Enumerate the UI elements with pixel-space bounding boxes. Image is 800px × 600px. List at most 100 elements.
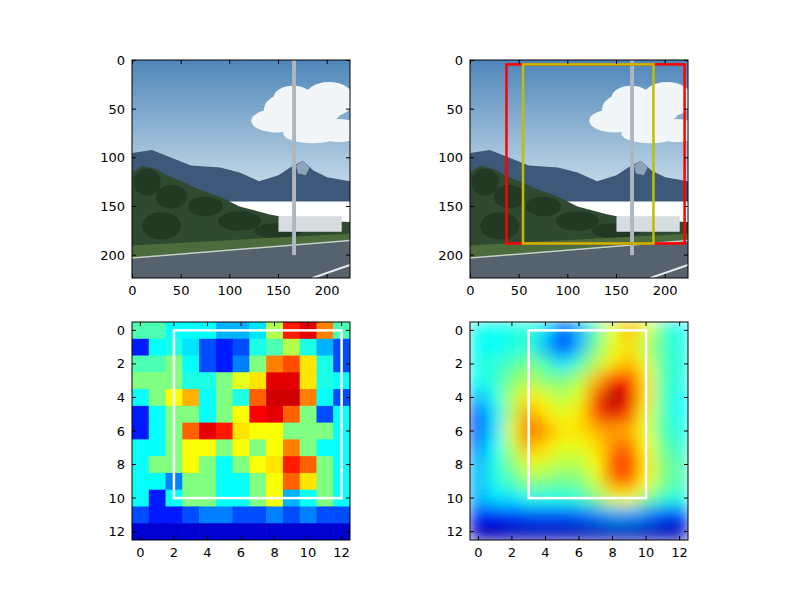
tree-cluster bbox=[188, 197, 223, 216]
heatmap-cell bbox=[216, 473, 233, 490]
x-tick-label: 6 bbox=[237, 545, 245, 560]
y-tick-label: 10 bbox=[108, 491, 125, 506]
heatmap-cell bbox=[504, 473, 521, 490]
heatmap-cell bbox=[249, 423, 266, 440]
heatmap-cell bbox=[182, 372, 199, 389]
heatmap-cell bbox=[182, 439, 199, 456]
heatmap-cell bbox=[671, 356, 688, 373]
x-tick bbox=[567, 60, 568, 64]
heatmap-cell bbox=[487, 423, 504, 440]
heatmap-cell bbox=[604, 523, 621, 540]
heatmap-cell bbox=[266, 456, 283, 473]
x-tick-label: 50 bbox=[173, 283, 190, 298]
heatmap-cell bbox=[266, 473, 283, 490]
x-tick-label: 0 bbox=[474, 545, 482, 560]
heatmap-cell bbox=[149, 439, 166, 456]
x-tick bbox=[274, 322, 275, 326]
x-tick-label: 0 bbox=[466, 283, 474, 298]
y-tick bbox=[132, 498, 136, 499]
heatmap-cell bbox=[249, 523, 266, 540]
buildings bbox=[616, 216, 679, 232]
y-tick bbox=[132, 397, 136, 398]
heatmap-cell bbox=[333, 523, 350, 540]
heatmap-cell bbox=[149, 389, 166, 406]
x-tick bbox=[616, 60, 617, 64]
y-tick-label: 6 bbox=[117, 424, 125, 439]
x-tick bbox=[327, 60, 328, 64]
heatmap-cell bbox=[520, 506, 537, 523]
heatmap-cell bbox=[132, 473, 149, 490]
heatmap-cell bbox=[604, 506, 621, 523]
heatmap-cell bbox=[216, 456, 233, 473]
heatmap-cell bbox=[621, 423, 638, 440]
y-tick bbox=[346, 531, 350, 532]
heatmap-cell bbox=[249, 372, 266, 389]
heatmap-cell bbox=[587, 372, 604, 389]
axes: 050100150200050100150200 bbox=[100, 53, 360, 298]
y-tick bbox=[684, 431, 688, 432]
y-tick bbox=[470, 431, 474, 432]
heatmap-cell bbox=[249, 356, 266, 373]
bounding-box bbox=[506, 64, 684, 243]
heatmap-cell bbox=[571, 423, 588, 440]
x-tick-label: 10 bbox=[300, 545, 317, 560]
heatmap-cell bbox=[671, 389, 688, 406]
y-tick bbox=[132, 60, 136, 61]
y-tick-label: 8 bbox=[117, 457, 125, 472]
plot-area bbox=[470, 60, 688, 278]
x-tick bbox=[616, 274, 617, 278]
heatmap-cell bbox=[199, 356, 216, 373]
heatmap-cell bbox=[671, 490, 688, 507]
heatmap-cell bbox=[621, 372, 638, 389]
heatmap-cell bbox=[182, 456, 199, 473]
y-tick-label: 2 bbox=[117, 356, 125, 371]
heatmap-cell bbox=[621, 389, 638, 406]
heatmap-cell bbox=[283, 372, 300, 389]
heatmap-cell bbox=[671, 506, 688, 523]
y-tick-label: 12 bbox=[446, 524, 463, 539]
y-tick-label: 150 bbox=[100, 199, 125, 214]
heatmap-cell bbox=[132, 389, 149, 406]
heatmap-cell bbox=[233, 406, 250, 423]
heatmap-cell bbox=[470, 490, 487, 507]
y-tick bbox=[132, 431, 136, 432]
heatmap-cell bbox=[621, 406, 638, 423]
x-tick-label: 2 bbox=[508, 545, 516, 560]
x-tick bbox=[181, 60, 182, 64]
heatmap-cell bbox=[537, 372, 554, 389]
heatmap-cell bbox=[132, 356, 149, 373]
x-tick bbox=[278, 60, 279, 64]
y-tick bbox=[346, 330, 350, 331]
x-tick bbox=[579, 536, 580, 540]
heatmap-cell bbox=[487, 523, 504, 540]
y-tick-label: 100 bbox=[100, 150, 125, 165]
y-tick bbox=[132, 206, 136, 207]
y-tick-label: 0 bbox=[117, 323, 125, 338]
heatmap-cell bbox=[654, 423, 671, 440]
heatmap-cell bbox=[537, 406, 554, 423]
bounding-box bbox=[174, 330, 342, 498]
heatmap-cell bbox=[300, 339, 317, 356]
heatmap-cell bbox=[571, 439, 588, 456]
heatmap-cell bbox=[149, 473, 166, 490]
heatmap-cell bbox=[470, 322, 487, 339]
axes: 024681012024681012 bbox=[108, 322, 350, 560]
x-tick bbox=[241, 536, 242, 540]
x-tick-label: 150 bbox=[604, 283, 629, 298]
heatmap-cell bbox=[300, 372, 317, 389]
heatmap-cell bbox=[587, 356, 604, 373]
heatmap-cell bbox=[487, 490, 504, 507]
tree-cluster bbox=[526, 197, 561, 216]
heatmap-cell bbox=[216, 372, 233, 389]
heatmap-cell bbox=[654, 473, 671, 490]
heatmap-cell bbox=[300, 423, 317, 440]
heatmap-cell bbox=[571, 389, 588, 406]
heatmap-cell bbox=[487, 473, 504, 490]
x-tick bbox=[665, 60, 666, 64]
heatmap-cell bbox=[470, 473, 487, 490]
heatmap-cell bbox=[266, 506, 283, 523]
heatmap-cell bbox=[504, 456, 521, 473]
heatmap-cell bbox=[182, 406, 199, 423]
heatmap-cell bbox=[537, 423, 554, 440]
heatmap-cell bbox=[149, 506, 166, 523]
